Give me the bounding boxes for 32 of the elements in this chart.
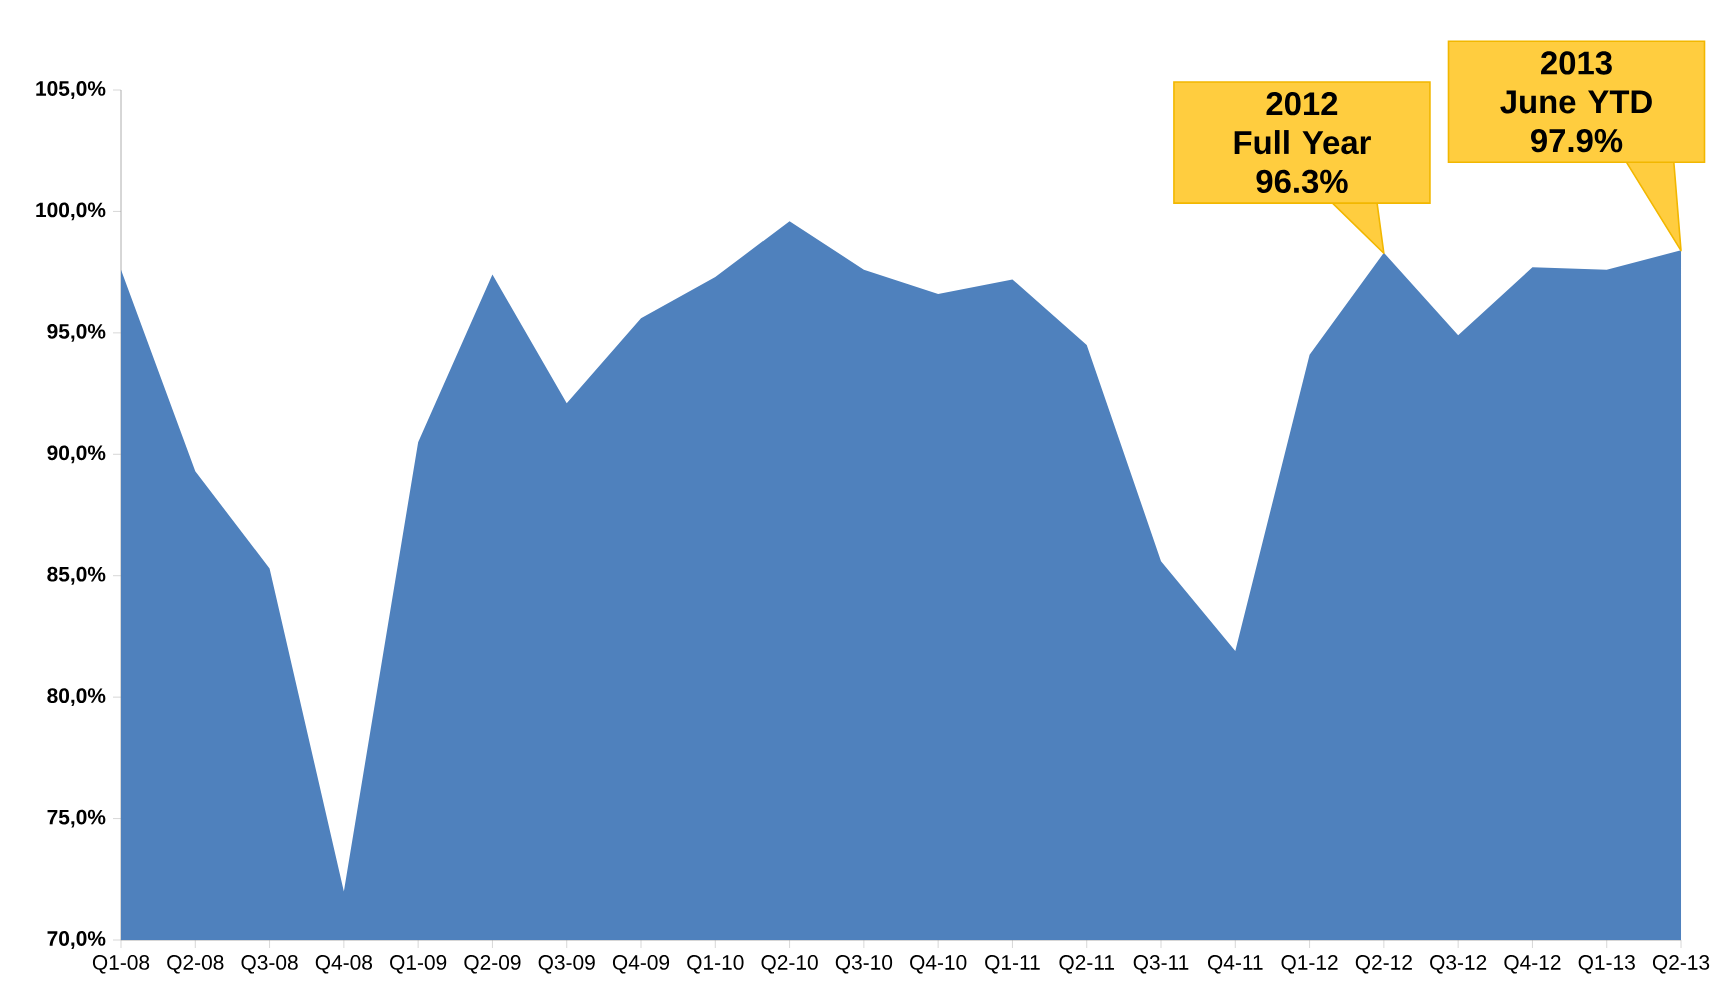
x-tick-label: Q1-12 (1281, 955, 1338, 974)
x-tick-label: Q2-09 (464, 955, 521, 974)
y-tick-label: 95,0% (47, 323, 106, 342)
y-tick-label: 75,0% (47, 809, 106, 828)
x-tick-label: Q1-10 (687, 955, 744, 974)
x-tick-label: Q2-12 (1355, 955, 1412, 974)
x-tick-label: Q1-08 (92, 955, 150, 974)
x-tick-label: Q1-09 (390, 955, 447, 974)
x-tick-label: Q4-12 (1504, 955, 1561, 974)
y-tick-label: 70,0% (47, 931, 106, 949)
x-tick-label: Q2-11 (1059, 955, 1114, 974)
x-tick-label: Q1-13 (1578, 955, 1635, 974)
x-tick-label: Q3-12 (1430, 955, 1487, 974)
y-tick-label: 85,0% (47, 566, 106, 585)
x-tick-label: Q2-08 (167, 955, 224, 974)
x-tick-label: Q2-10 (761, 955, 818, 974)
x-tick-label: Q3-08 (241, 955, 298, 974)
x-tick-label: Q2-13 (1652, 955, 1710, 974)
annotation: 2012 Full Year 96.3% (1234, 92, 1371, 194)
x-tick-label: Q1-11 (985, 955, 1040, 974)
y-tick-label: 80,0% (47, 688, 106, 707)
x-tick-label: Q4-10 (910, 955, 967, 974)
annotation: 2013 June YTD 97.9% (1500, 51, 1652, 153)
x-tick-label: Q4-11 (1208, 955, 1263, 974)
x-tick-label: Q3-10 (835, 955, 893, 974)
x-tick-label: Q3-11 (1133, 955, 1189, 974)
y-tick-label: 90,0% (47, 445, 106, 464)
x-tick-label: Q4-09 (612, 955, 670, 974)
y-tick-label: 105,0% (36, 81, 106, 99)
y-tick-label: 100,0% (36, 202, 106, 221)
x-tick-label: Q3-09 (538, 955, 595, 974)
x-tick-label: Q4-08 (315, 955, 373, 974)
